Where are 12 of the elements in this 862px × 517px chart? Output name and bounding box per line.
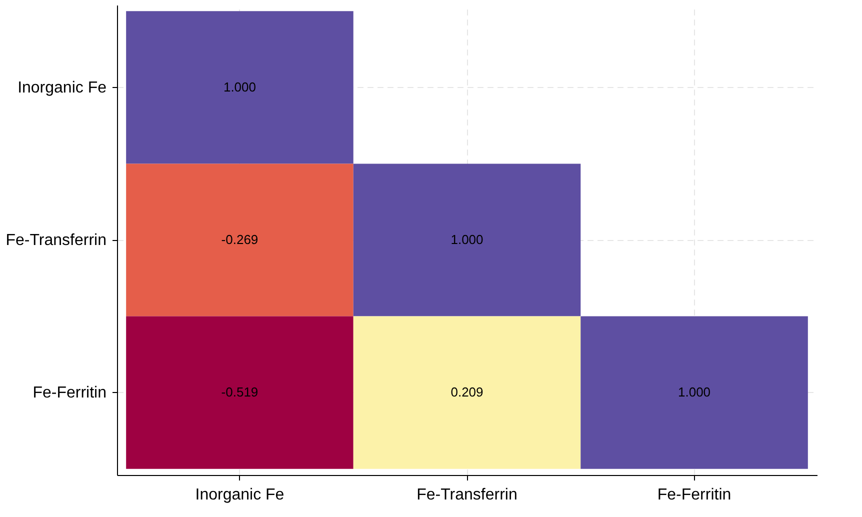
- data-label: 0.209: [450, 384, 484, 400]
- data-label: -0.519: [221, 384, 258, 400]
- y-tick-label: Inorganic Fe: [18, 79, 107, 96]
- y-tick-label: Fe-Ferritin: [32, 384, 106, 402]
- x-tick-label: Inorganic Fe: [195, 486, 284, 504]
- data-label: 1.000: [223, 79, 256, 94]
- data-label: -0.269: [221, 232, 258, 247]
- x-tick-label: Fe-Transferrin: [416, 486, 518, 504]
- data-label: 1.000: [678, 384, 711, 400]
- x-tick-label: Fe-Ferritin: [657, 486, 732, 504]
- y-tick-label: Fe-Transferrin: [6, 232, 106, 249]
- data-label: 1.000: [450, 232, 484, 247]
